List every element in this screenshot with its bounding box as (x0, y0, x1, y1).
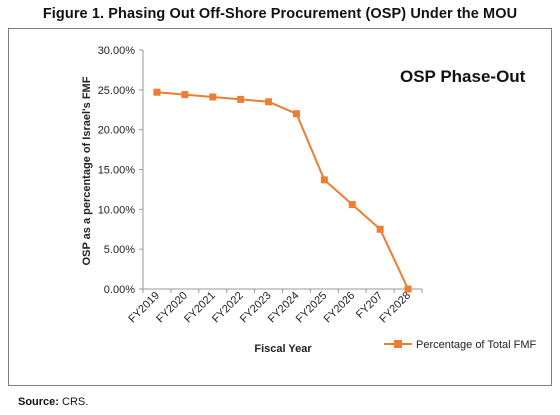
data-point (404, 285, 412, 293)
source-note: Source: CRS. (18, 396, 88, 408)
series-line (156, 91, 409, 290)
legend: Percentage of Total FMF (384, 339, 537, 351)
legend-marker (394, 340, 402, 348)
data-point (265, 98, 273, 106)
y-tick-label: 0.00% (104, 284, 135, 296)
y-axis: 0.00% 5.00% 10.00% 15.00% 20.00% 25.00% 30.00% (98, 45, 144, 296)
x-axis: FY2019FY2020FY2021FY2022FY2023FY2024FY20… (126, 288, 423, 326)
data-point (348, 201, 356, 209)
y-axis-label: OSP as a percentage of Israel's FMF (81, 76, 93, 265)
chart-annotation: OSP Phase-Out (400, 67, 526, 86)
x-tick-label: FY2028 (377, 290, 413, 326)
y-tick-label: 25.00% (98, 85, 136, 97)
legend-label: Percentage of Total FMF (416, 339, 537, 351)
source-label: Source: (18, 396, 59, 408)
y-tick-label: 10.00% (98, 204, 136, 216)
data-point (376, 225, 384, 233)
y-tick-label: 20.00% (98, 125, 136, 137)
figure-title: Figure 1. Phasing Out Off-Shore Procurem… (42, 6, 518, 22)
data-point (237, 95, 245, 103)
series-group (153, 88, 412, 293)
x-axis-label: Fiscal Year (254, 343, 312, 355)
data-point (209, 93, 217, 101)
data-point (181, 91, 189, 99)
data-point (320, 176, 328, 184)
y-tick-label: 15.00% (98, 165, 136, 177)
chart-frame (8, 28, 552, 386)
y-tick-label: 5.00% (104, 244, 135, 256)
data-point (292, 110, 300, 118)
data-point (153, 88, 161, 96)
source-text: CRS. (58, 396, 89, 408)
x-tick-label: FY2026 (322, 290, 358, 326)
y-tick-label: 30.00% (98, 45, 136, 57)
